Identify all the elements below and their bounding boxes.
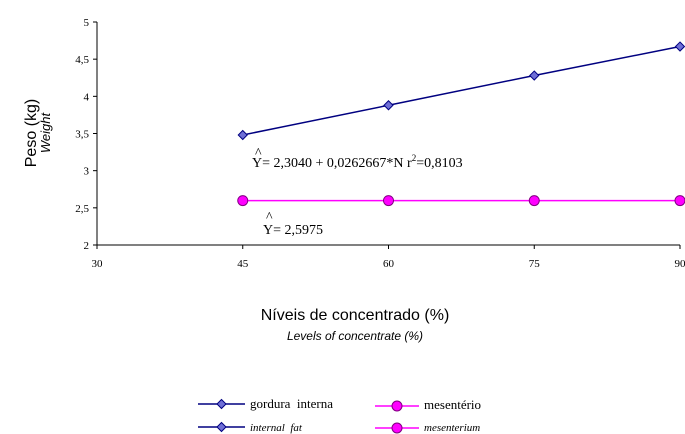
equation-hat-1: ^ xyxy=(255,146,262,161)
x-tick-label: 45 xyxy=(237,258,249,270)
legend-diamond-marker xyxy=(216,398,227,410)
x-ticks: 30 45 60 75 90 xyxy=(92,245,685,270)
x-axis-title-en: Levels of concentrate (%) xyxy=(287,329,423,343)
equation-internal-fat-text2: =0,8103 xyxy=(416,156,462,171)
data-point-diamond xyxy=(237,129,248,141)
legend-circle-marker-en xyxy=(391,422,403,434)
x-tick-label: 90 xyxy=(675,258,685,270)
x-tick-label: 30 xyxy=(92,258,104,270)
data-point-circle xyxy=(674,195,685,207)
y-tick-label: 3,5 xyxy=(75,129,89,141)
legend-item-internal-fat: gordura interna internal fat xyxy=(198,396,333,434)
equation-internal-fat-sup: 2 xyxy=(412,153,417,163)
legend-label-internal-fat: gordura interna xyxy=(250,396,333,411)
data-point-circle xyxy=(383,195,394,207)
y-tick-label: 2 xyxy=(84,240,90,252)
legend-item-mesenterium: mesentério mesenterium xyxy=(375,397,481,434)
data-point-diamond xyxy=(529,70,540,81)
y-ticks: 2 2,5 3 3,5 4 4,5 5 xyxy=(75,17,97,252)
series-layer xyxy=(237,41,685,207)
legend-circle-marker xyxy=(391,400,403,412)
y-axis-title: Peso (kg) xyxy=(23,99,40,167)
legend-label-mesenterium: mesentério xyxy=(424,397,481,412)
y-tick-label: 2,5 xyxy=(75,203,89,215)
legend: gordura interna internal fat mesentério … xyxy=(198,396,481,434)
equation-internal-fat-text: Y= 2,3040 + 0,0262667*N r xyxy=(252,156,412,171)
equation-hat-2: ^ xyxy=(266,210,273,225)
data-point-diamond xyxy=(383,100,394,111)
legend-label-internal-fat-en: internal fat xyxy=(250,422,303,434)
x-tick-label: 75 xyxy=(529,258,541,270)
y-tick-label: 3 xyxy=(84,166,90,178)
y-tick-label: 5 xyxy=(84,17,90,29)
data-point-circle xyxy=(237,195,249,207)
equation-mesenterium: Y= 2,5975 xyxy=(263,223,323,238)
y-tick-label: 4,5 xyxy=(75,54,89,66)
legend-label-mesenterium-en: mesenterium xyxy=(424,422,480,434)
x-tick-label: 60 xyxy=(383,258,395,270)
equation-internal-fat: Y= 2,3040 + 0,0262667*N r2=0,8103 xyxy=(252,153,463,171)
data-point-circle xyxy=(528,195,540,207)
data-point-diamond xyxy=(674,41,685,52)
legend-diamond-marker-en xyxy=(216,421,227,433)
y-tick-label: 4 xyxy=(84,91,90,103)
x-axis-title: Níveis de concentrado (%) xyxy=(261,307,450,324)
y-axis-title-en: Weight xyxy=(38,112,53,154)
series-line-internal-fat xyxy=(242,45,681,136)
